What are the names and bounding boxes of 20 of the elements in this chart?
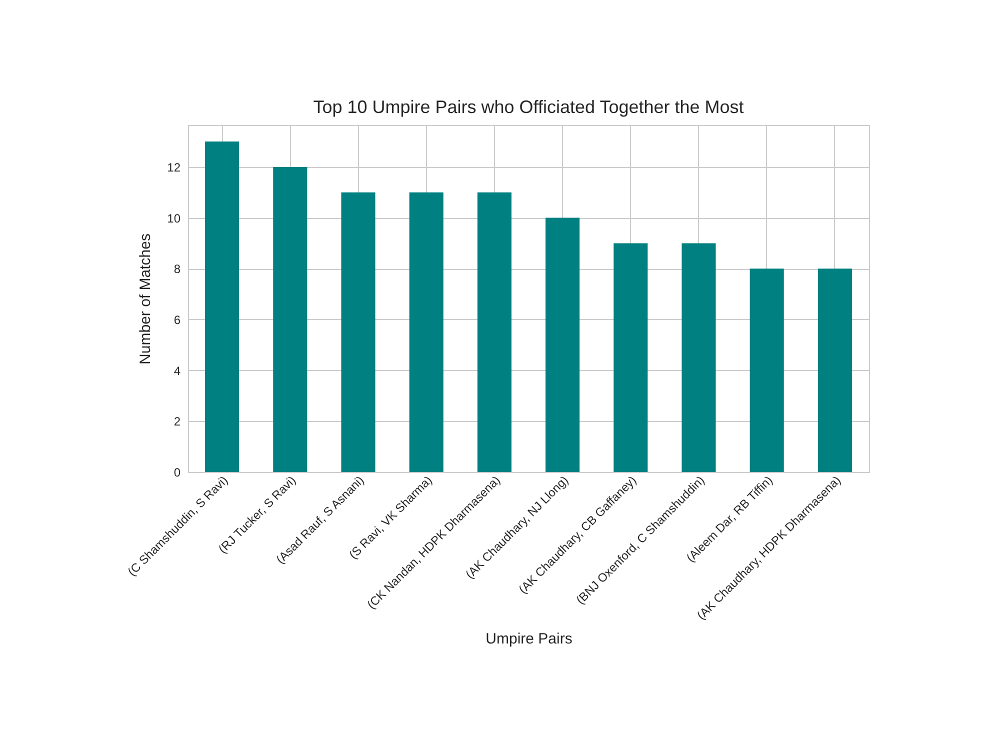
- bar: [477, 192, 512, 472]
- y-tick-label: 8: [174, 262, 181, 276]
- bar: [409, 192, 444, 472]
- bar: [341, 192, 376, 472]
- bar: [273, 166, 308, 472]
- bar: [818, 268, 852, 472]
- x-axis-title: Umpire Pairs: [486, 630, 572, 648]
- bar: [546, 218, 580, 472]
- bar: [682, 243, 716, 472]
- y-tick-label: 4: [174, 364, 181, 378]
- bar: [614, 243, 648, 472]
- y-tick-label: 2: [174, 414, 181, 429]
- y-tick-label: 10: [167, 211, 181, 226]
- chart-title: Top 10 Umpire Pairs who Officiated Together the Most: [313, 97, 744, 117]
- y-tick-label: 12: [167, 160, 181, 174]
- y-tick-label: 6: [174, 312, 181, 327]
- y-axis-title: Number of Matches: [137, 234, 154, 364]
- bar: [205, 142, 240, 472]
- y-tick-label: 0: [174, 466, 181, 480]
- bar: [750, 268, 784, 472]
